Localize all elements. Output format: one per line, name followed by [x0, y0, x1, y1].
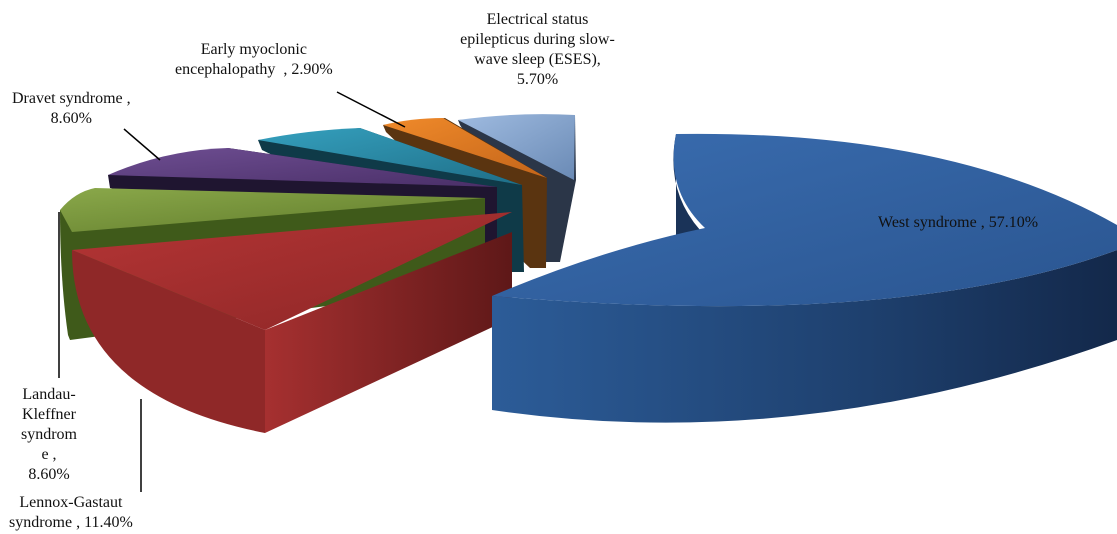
label-eses: Electrical status epilepticus during slo…: [460, 11, 615, 88]
label-lennox-gastaut: Lennox-Gastaut syndrome , 11.40%: [9, 494, 133, 531]
leader-lines: [58, 91, 406, 492]
slice-west: [492, 133, 1117, 423]
label-west: West syndrome , 57.10%: [878, 214, 1039, 231]
label-early-myoclonic: Early myoclonic encephalopathy , 2.90%: [175, 41, 333, 78]
leader-line-early-myoclonic: [336, 91, 406, 128]
label-landau-kleffner: Landau- Kleffner syndrom e , 8.60%: [21, 386, 77, 483]
label-dravet: Dravet syndrome , 8.60%: [12, 90, 131, 127]
slice-lennox-gastaut: [72, 212, 512, 433]
leader-line-dravet: [123, 128, 161, 161]
